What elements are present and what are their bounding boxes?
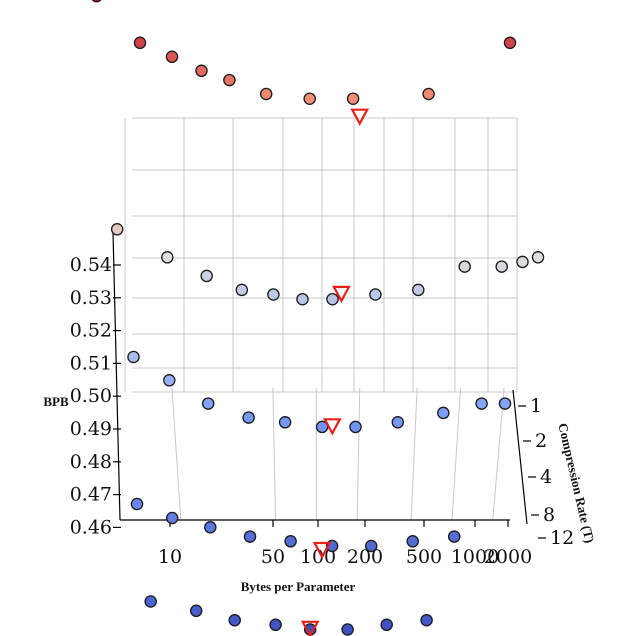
data-point <box>346 92 360 105</box>
chart-tick-labels: 0.46 0.47 0.48 0.49 0.50 0.51 0.52 0.53 0.54 10 50… <box>70 254 575 568</box>
data-point <box>269 618 282 632</box>
z-tick-label: 2 <box>535 430 547 452</box>
chart-points <box>91 0 545 636</box>
data-point <box>130 497 144 511</box>
floor-gridline <box>356 387 361 521</box>
y-tick-label: 0.53 <box>70 287 112 309</box>
data-point <box>228 613 241 627</box>
x-tick-label: 10 <box>158 546 182 568</box>
data-point <box>341 623 354 636</box>
y-tick-label: 0.48 <box>70 451 112 473</box>
data-point <box>235 283 249 297</box>
data-point <box>284 535 297 548</box>
data-point <box>133 36 147 50</box>
data-point <box>369 288 382 301</box>
data-point <box>422 87 435 101</box>
z-tick-label: 4 <box>540 466 552 488</box>
x-tick-label: 2000 <box>484 546 532 568</box>
x-tick-label: 100 <box>300 546 336 568</box>
y-tick-label: 0.47 <box>70 484 112 506</box>
data-point <box>223 73 236 87</box>
y-tick-label: 0.51 <box>70 352 112 374</box>
y-axis-line <box>112 231 121 521</box>
data-point <box>200 269 213 283</box>
data-point <box>326 292 339 306</box>
floor-gridline <box>171 387 182 521</box>
x-tick-label: 200 <box>347 546 383 568</box>
data-point <box>531 251 545 264</box>
y-tick-label: 0.50 <box>70 385 112 407</box>
data-point <box>296 292 309 306</box>
data-point <box>163 374 176 387</box>
data-point <box>516 255 529 269</box>
data-point <box>412 283 425 297</box>
data-point <box>278 416 292 429</box>
optimal-marker <box>312 541 332 560</box>
data-point <box>495 260 508 273</box>
data-point <box>380 618 393 632</box>
data-point <box>498 397 512 410</box>
data-point <box>437 406 450 420</box>
z-tick-label: 12 <box>550 527 574 549</box>
optimal-marker <box>322 418 342 436</box>
x-tick-label: 50 <box>261 546 285 568</box>
data-point <box>420 613 433 627</box>
floor-gridline <box>451 387 462 521</box>
data-point <box>475 397 488 410</box>
data-point <box>259 87 273 101</box>
data-point <box>195 64 208 78</box>
z-axis-line <box>512 389 528 525</box>
optimal-marker <box>332 285 351 304</box>
data-point <box>161 251 174 264</box>
z-tick-label: 1 <box>530 395 542 417</box>
optimal-marker <box>300 620 320 636</box>
data-point <box>391 416 405 429</box>
optimal-marker <box>350 108 370 127</box>
z-tick-label: 8 <box>543 504 555 526</box>
data-point <box>503 36 517 50</box>
data-point <box>189 604 203 618</box>
y-tick-label: 0.46 <box>70 516 112 538</box>
floor-gridline <box>272 387 277 521</box>
data-point <box>458 260 471 273</box>
data-point <box>364 539 378 553</box>
data-point <box>267 288 280 301</box>
z-axis-label: Compression Rate (T) <box>555 422 597 545</box>
data-point <box>165 50 179 64</box>
x-tick-label: 1000 <box>451 546 499 568</box>
data-point <box>91 0 102 3</box>
y-tick-label: 0.52 <box>70 320 112 342</box>
data-point <box>447 530 461 543</box>
data-point <box>144 595 157 608</box>
data-point <box>201 397 215 410</box>
data-point <box>204 521 217 534</box>
chart-axes <box>112 231 528 525</box>
x-axis-label: Bytes per Parameter <box>241 579 356 594</box>
data-point <box>303 92 316 105</box>
y-tick-label: 0.54 <box>70 254 112 276</box>
floor-gridline <box>492 387 505 521</box>
y-axis-label: BPB <box>43 394 69 409</box>
data-point <box>165 511 179 525</box>
y-tick-label: 0.49 <box>70 418 112 440</box>
data-point <box>127 350 140 364</box>
floor-gridline <box>410 387 418 521</box>
x-tick-label: 500 <box>406 546 442 568</box>
data-point <box>349 420 362 434</box>
data-point <box>406 535 419 548</box>
chart-grid <box>124 117 518 521</box>
data-point <box>110 223 124 236</box>
data-point <box>242 411 255 424</box>
data-point <box>243 530 257 543</box>
